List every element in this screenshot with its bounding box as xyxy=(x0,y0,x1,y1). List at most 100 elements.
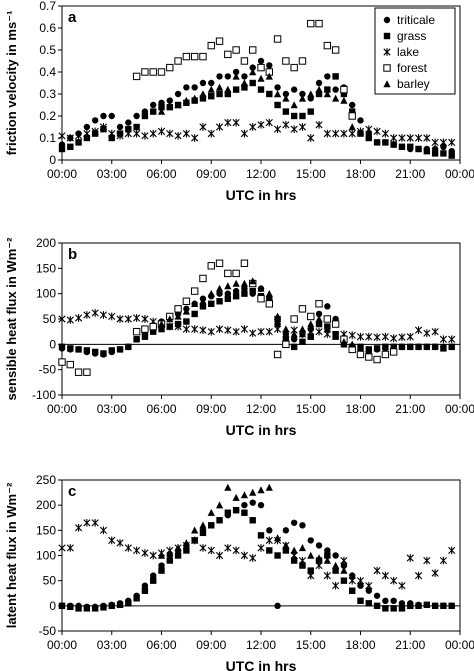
data-point-lake xyxy=(315,120,323,129)
x-tick-label: 21:00 xyxy=(395,638,425,652)
legend-marker-barley xyxy=(383,80,391,88)
data-point-triticale xyxy=(133,112,140,120)
data-point-grass xyxy=(125,126,132,133)
data-point-grass xyxy=(274,101,281,109)
data-point-forest xyxy=(298,305,307,313)
panel-a: 00:00 03:00 06:00 09:00 12:00 15:00 18:00 21:00… xyxy=(4,0,474,203)
data-point-grass xyxy=(340,577,348,584)
data-point-lake xyxy=(390,334,398,343)
y-tick-label: 100 xyxy=(36,287,56,301)
data-point-lake xyxy=(406,554,414,562)
data-point-grass xyxy=(390,141,397,148)
data-point-forest xyxy=(282,340,290,349)
data-point-barley xyxy=(191,94,199,102)
data-point-barley xyxy=(340,338,348,345)
data-point-forest xyxy=(74,368,83,376)
data-point-barley xyxy=(215,284,224,292)
data-point-triticale xyxy=(166,97,173,104)
data-point-grass xyxy=(407,343,414,351)
data-point-lake xyxy=(215,325,224,333)
data-point-forest xyxy=(232,269,240,278)
data-point-lake xyxy=(423,134,431,142)
data-point-triticale xyxy=(365,587,372,594)
data-point-grass xyxy=(307,567,314,574)
data-point-triticale xyxy=(282,527,290,534)
data-point-grass xyxy=(208,300,215,307)
x-tick-label: 06:00 xyxy=(146,167,176,181)
y-tick-label: 100 xyxy=(36,549,56,563)
data-point-lake xyxy=(431,327,439,336)
data-point-lake xyxy=(108,312,116,321)
x-tick-label: 15:00 xyxy=(296,638,326,652)
data-point-grass xyxy=(166,557,173,564)
data-point-triticale xyxy=(299,90,306,98)
data-point-grass xyxy=(150,328,157,335)
data-point-lake xyxy=(315,561,323,570)
series-grass xyxy=(58,507,455,612)
y-tick-label: 250 xyxy=(36,473,56,487)
panel-letter: b xyxy=(68,246,77,263)
x-tick-label: 03:00 xyxy=(97,402,127,416)
data-point-barley xyxy=(282,541,290,549)
data-point-barley xyxy=(182,539,190,547)
data-point-forest xyxy=(182,52,191,61)
data-point-triticale xyxy=(274,84,281,91)
data-point-grass xyxy=(332,73,339,80)
data-point-triticale xyxy=(390,597,397,604)
data-point-triticale xyxy=(150,572,157,579)
y-tick-label: 200 xyxy=(36,236,56,250)
data-point-forest xyxy=(190,287,199,295)
panel-letter: a xyxy=(68,9,77,26)
x-tick-label: 15:00 xyxy=(296,167,326,181)
data-point-triticale xyxy=(332,86,339,93)
data-point-lake xyxy=(356,127,365,136)
data-point-grass xyxy=(199,529,207,537)
data-point-grass xyxy=(415,343,422,351)
data-point-forest xyxy=(389,348,398,356)
data-point-grass xyxy=(415,602,422,610)
data-point-grass xyxy=(431,343,439,351)
data-point-grass xyxy=(58,145,66,153)
data-point-grass xyxy=(183,318,190,325)
y-tick-label: 200 xyxy=(36,498,56,512)
data-point-grass xyxy=(141,587,149,594)
data-point-barley xyxy=(166,315,174,323)
data-point-forest xyxy=(331,320,340,328)
data-point-triticale xyxy=(332,552,339,559)
data-point-barley xyxy=(257,74,265,82)
data-point-grass xyxy=(224,295,232,302)
data-point-grass xyxy=(266,547,273,554)
data-point-lake xyxy=(74,314,83,322)
data-point-barley xyxy=(307,551,315,559)
data-point-lake xyxy=(439,556,448,565)
data-point-lake xyxy=(323,571,331,580)
data-point-grass xyxy=(100,604,107,611)
data-point-forest xyxy=(365,353,373,361)
data-point-lake xyxy=(439,138,448,147)
data-point-barley xyxy=(249,68,257,76)
data-point-triticale xyxy=(224,290,232,297)
data-point-grass xyxy=(332,567,339,574)
data-point-grass xyxy=(373,602,381,610)
data-point-grass xyxy=(91,605,99,612)
data-point-grass xyxy=(440,345,447,352)
data-point-triticale xyxy=(199,79,207,87)
data-point-lake xyxy=(290,125,298,134)
data-point-forest xyxy=(298,57,307,65)
data-point-triticale xyxy=(324,547,331,554)
data-point-lake xyxy=(356,576,365,585)
data-point-lake xyxy=(58,131,66,140)
series-forest xyxy=(58,259,398,376)
data-point-lake xyxy=(166,322,174,331)
data-point-lake xyxy=(414,134,423,142)
series-barley xyxy=(157,483,356,579)
legend: triticale grass lake forest barley xyxy=(374,7,456,95)
x-tick-label: 15:00 xyxy=(296,402,326,416)
data-point-grass xyxy=(324,86,331,93)
y-tick-label: 0 xyxy=(49,599,56,613)
data-point-forest xyxy=(282,57,290,65)
data-point-triticale xyxy=(274,602,281,610)
series-lake xyxy=(58,309,456,344)
data-point-lake xyxy=(273,325,282,333)
data-point-lake xyxy=(99,311,108,319)
